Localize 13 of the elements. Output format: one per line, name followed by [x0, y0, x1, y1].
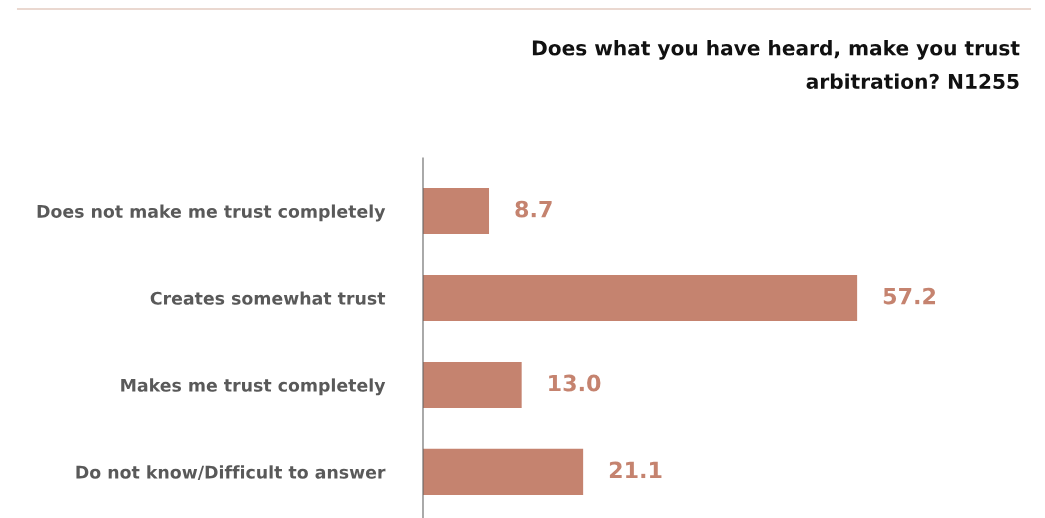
- chart-title: Does what you have heard, make you trust arbitration? N1255: [532, 40, 1020, 90]
- bar: [423, 448, 584, 495]
- y-tick-label: Makes me trust completely: [121, 378, 386, 396]
- data-label: 21.1: [609, 461, 662, 479]
- y-tick-label: Creates somewhat trust: [150, 291, 386, 305]
- bar: [423, 361, 522, 408]
- bar: [423, 188, 490, 235]
- data-label: 8.7: [515, 200, 552, 218]
- y-tick-label: Does not make me trust completely: [37, 204, 386, 222]
- y-tick-label: Do not know/Difficult to answer: [76, 465, 386, 481]
- data-label: 13.0: [549, 374, 601, 392]
- data-label: 57.2: [883, 287, 936, 305]
- bar: [423, 274, 858, 322]
